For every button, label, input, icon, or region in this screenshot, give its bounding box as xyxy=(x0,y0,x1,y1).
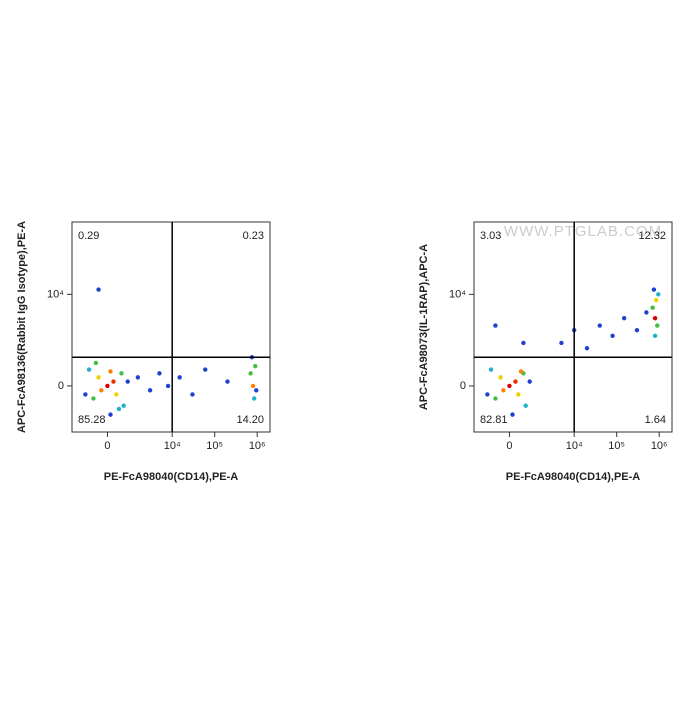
x-tick-label: 10⁶ xyxy=(249,440,266,452)
event-dot xyxy=(111,379,116,384)
event-dot xyxy=(621,315,627,321)
event-dot xyxy=(485,392,490,397)
x-axis-label: PE-FcA98040(CD14),PE-A xyxy=(104,471,239,483)
event-dot xyxy=(501,388,506,393)
event-dot xyxy=(108,369,113,374)
event-dot xyxy=(516,392,521,397)
event-dot xyxy=(513,379,518,384)
y-tick-label: 10⁴ xyxy=(449,288,466,300)
event-dot xyxy=(644,310,649,315)
event-dot xyxy=(521,340,526,346)
event-dot xyxy=(584,346,590,351)
x-tick-label: 10⁶ xyxy=(651,440,668,452)
event-dot xyxy=(654,297,659,303)
event-dot xyxy=(135,375,141,380)
event-dot xyxy=(96,287,101,292)
event-dot xyxy=(248,371,253,376)
event-dot xyxy=(652,333,658,339)
plot-frame xyxy=(473,221,673,433)
event-dot xyxy=(527,379,532,384)
event-dot xyxy=(108,412,113,417)
event-dot xyxy=(114,392,119,397)
event-dot xyxy=(177,375,182,380)
event-dot xyxy=(96,375,101,380)
event-dot xyxy=(119,371,124,376)
event-dot xyxy=(99,388,104,393)
event-dot xyxy=(121,403,126,408)
event-dot xyxy=(488,367,494,372)
event-dot xyxy=(523,403,528,408)
x-tick-label: 0 xyxy=(506,440,512,452)
event-dot xyxy=(147,388,153,393)
x-tick-label: 10⁵ xyxy=(608,440,625,452)
quadrant-percent: 0.23 xyxy=(243,230,264,242)
y-axis-label: APC-FcA98136(Rabbit IgG Isotype),PE-A xyxy=(16,221,28,433)
y-tick-label: 0 xyxy=(58,380,64,392)
plot-frame xyxy=(71,221,271,433)
event-dot xyxy=(493,396,498,401)
event-dot xyxy=(253,363,258,369)
event-dot xyxy=(559,340,564,346)
event-dot xyxy=(518,369,524,374)
y-tick-label: 10⁴ xyxy=(47,288,64,300)
event-dot xyxy=(157,371,162,376)
x-tick-label: 10⁵ xyxy=(206,440,223,452)
quadrant-percent: 1.64 xyxy=(645,414,666,426)
event-dot xyxy=(105,383,110,389)
event-dot xyxy=(597,323,602,328)
x-tick-label: 0 xyxy=(104,440,110,452)
event-dot xyxy=(190,392,195,397)
event-dot xyxy=(510,412,515,417)
x-tick-label: 10⁴ xyxy=(164,440,181,452)
event-dot xyxy=(91,396,96,401)
event-dot xyxy=(225,379,230,384)
y-axis-label: APC-FcA98073(IL-1RAP),APC-A xyxy=(418,244,430,410)
event-dot xyxy=(651,287,657,292)
event-dot xyxy=(650,305,655,310)
quadrant-percent: 3.03 xyxy=(480,230,501,242)
event-dot xyxy=(252,396,257,401)
quadrant-percent: 82.81 xyxy=(480,414,508,426)
x-axis-label: PE-FcA98040(CD14),PE-A xyxy=(506,471,641,483)
quadrant-percent: 0.29 xyxy=(78,230,99,242)
event-dot xyxy=(507,383,512,389)
event-dot xyxy=(125,379,130,384)
event-dot xyxy=(610,333,615,339)
event-dot xyxy=(86,367,92,372)
event-dot xyxy=(203,367,208,372)
event-dot xyxy=(655,323,660,328)
event-dot xyxy=(165,383,171,389)
y-tick-label: 0 xyxy=(460,380,466,392)
event-dot xyxy=(116,406,122,412)
quadrant-percent: 85.28 xyxy=(78,414,106,426)
event-dot xyxy=(656,292,661,297)
event-dot xyxy=(83,392,88,397)
event-dot xyxy=(652,315,658,321)
watermark: WWW.PTGLAB.COM xyxy=(504,223,662,240)
event-dot xyxy=(634,328,640,333)
quadrant-percent: 14.20 xyxy=(236,414,264,426)
event-dot xyxy=(493,323,498,328)
panel: 0 10⁴ 10⁵ 10⁶ 0 10⁴ 0.29 0.23 85.28 14.20 PE-FcA98… xyxy=(16,221,271,483)
panel: WWW.PTGLAB.COM 0 10⁴ 10⁵ 10⁶ 0 10⁴ 3.03 12.32 82.… xyxy=(418,221,673,483)
event-dot xyxy=(250,383,256,389)
event-dot xyxy=(498,375,503,380)
quadrant-percent: 12.32 xyxy=(638,230,666,242)
x-tick-label: 10⁴ xyxy=(566,440,583,452)
event-dot xyxy=(93,360,99,366)
event-dot xyxy=(254,388,259,393)
